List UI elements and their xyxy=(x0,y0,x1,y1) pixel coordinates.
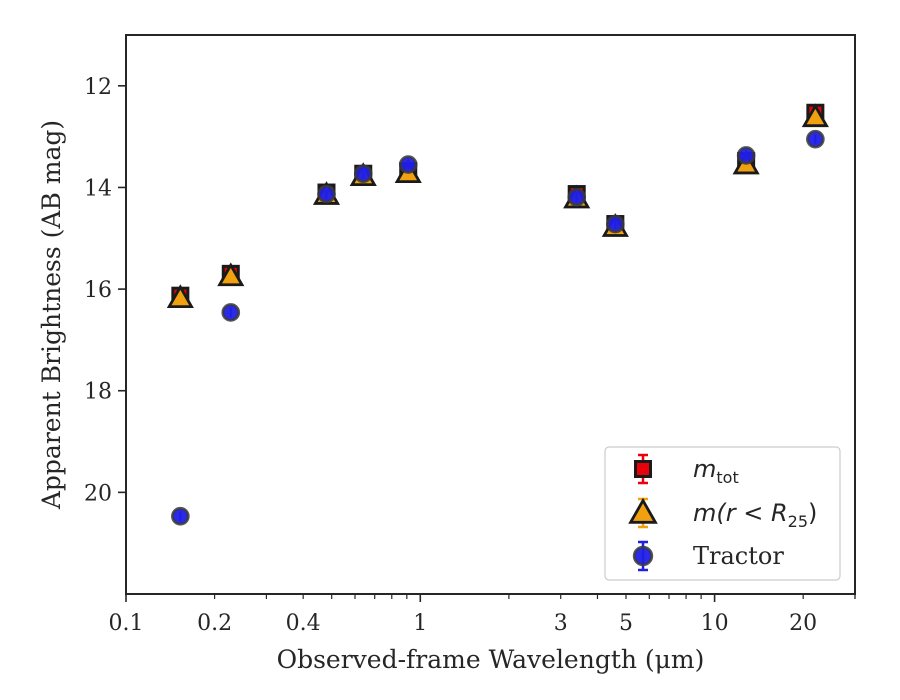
plot-frame xyxy=(125,34,856,595)
data-point xyxy=(736,146,756,165)
legend-label: Tractor xyxy=(693,542,784,570)
data-point xyxy=(806,129,825,149)
y-tick-label: 18 xyxy=(84,380,112,405)
plot-marks xyxy=(166,103,829,526)
legend-label-main: m xyxy=(693,455,716,483)
x-tick-label: 3 xyxy=(554,611,568,636)
legend-marker xyxy=(634,460,652,478)
data-point xyxy=(353,164,373,184)
y-tick-label: 20 xyxy=(84,481,112,506)
x-tick-label: 1 xyxy=(413,611,427,636)
y-tick-label: 16 xyxy=(84,278,112,303)
x-tick-label: 0.1 xyxy=(109,611,144,636)
y-tick-label: 14 xyxy=(84,176,112,201)
data-point xyxy=(221,303,241,322)
legend-label: m(r < R25) xyxy=(693,499,817,531)
data-point xyxy=(171,506,190,526)
x-tick-label: 0.2 xyxy=(197,611,232,636)
data-point xyxy=(398,155,418,174)
y-axis-ticks: 12 14 16 18 20 xyxy=(84,75,126,506)
legend-label-main: m(r < R xyxy=(693,499,788,527)
data-point xyxy=(567,187,587,207)
series-circle xyxy=(171,129,825,526)
legend-label-sub: 25 xyxy=(788,512,808,531)
legend-label-close: ) xyxy=(808,499,817,527)
data-point xyxy=(317,184,336,204)
x-tick-label: 5 xyxy=(619,611,633,636)
x-axis-label: Observed-frame Wavelength (μm) xyxy=(277,645,705,674)
legend-label-sub: tot xyxy=(716,468,738,487)
legend-marker xyxy=(628,497,658,524)
x-tick-label: 20 xyxy=(789,611,817,636)
y-tick-label: 12 xyxy=(84,75,112,100)
data-point xyxy=(606,214,625,234)
x-tick-label: 10 xyxy=(701,611,729,636)
legend-label: mtot xyxy=(693,455,739,487)
legend: mtot m(r < R25) Tractor xyxy=(604,446,841,581)
series-square xyxy=(171,103,825,305)
data-point xyxy=(217,262,245,287)
legend-box xyxy=(604,446,841,581)
x-tick-label: 0.4 xyxy=(286,611,321,636)
data-point xyxy=(801,103,829,128)
y-axis-label: Apparent Brightness (AB mag) xyxy=(37,120,66,510)
series-triangle xyxy=(166,103,829,309)
legend-marker xyxy=(632,545,654,567)
data-point xyxy=(166,284,194,309)
x-axis-ticks: 0.1 0.2 0.4 1 3 5 10 20 xyxy=(109,594,856,636)
